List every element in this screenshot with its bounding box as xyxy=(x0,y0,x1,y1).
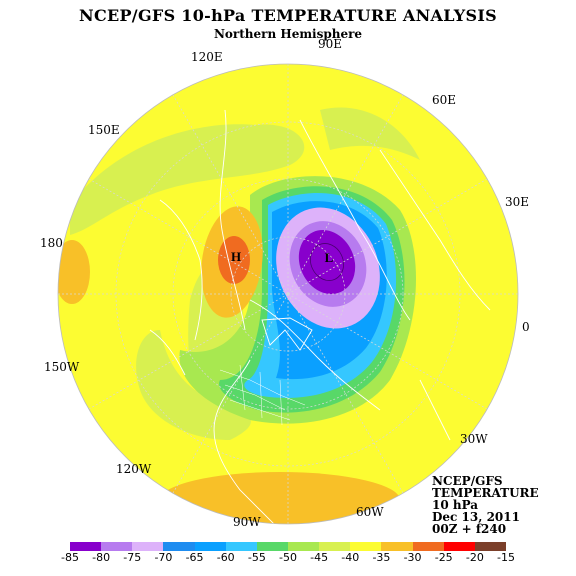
lon-label-30w: 30W xyxy=(460,432,488,446)
colorbar-label: -45 xyxy=(310,551,329,564)
low-center-marker: L xyxy=(325,250,334,265)
colorbar-swatch xyxy=(412,542,445,551)
info-variable: TEMPERATURE xyxy=(432,486,539,500)
coastlines xyxy=(149,109,491,524)
field-lightgreen-ne xyxy=(320,107,420,160)
lon-label-180: 180 xyxy=(40,236,63,250)
high-center-marker: H xyxy=(231,249,241,264)
colorbar-swatch xyxy=(225,542,258,551)
info-date: Dec 13, 2011 xyxy=(432,510,520,524)
colorbar-swatch xyxy=(101,542,133,551)
chart-subtitle: Northern Hemisphere xyxy=(213,27,363,41)
colorbar-label: -55 xyxy=(247,551,266,564)
colorbar-label: -70 xyxy=(154,551,173,564)
colorbar-swatch xyxy=(319,542,351,551)
lon-label-60e: 60E xyxy=(432,93,457,107)
colorbar-swatch xyxy=(443,542,476,551)
colorbar-label: -65 xyxy=(185,551,204,564)
colorbar-label: -20 xyxy=(465,551,484,564)
colorbar-swatch xyxy=(163,542,196,551)
lon-label-150e: 150E xyxy=(88,123,120,137)
colorbar-swatch xyxy=(70,542,102,551)
colorbar-label: -75 xyxy=(123,551,142,564)
lon-label-0: 0 xyxy=(522,320,530,334)
lon-label-120e: 120E xyxy=(191,50,223,64)
map-boundary xyxy=(57,63,519,525)
colorbar-swatch xyxy=(381,542,414,551)
graticule xyxy=(58,64,518,524)
colorbar-label: -25 xyxy=(434,551,453,564)
lon-label-90w: 90W xyxy=(233,515,261,529)
info-model: NCEP/GFS xyxy=(432,474,503,488)
colorbar-swatch xyxy=(350,542,382,551)
lon-label-120w: 120W xyxy=(116,462,152,476)
colorbar-label: -35 xyxy=(372,551,391,564)
colorbar-swatch xyxy=(288,542,320,551)
colorbar-swatch xyxy=(256,542,289,551)
temperature-field xyxy=(58,64,518,524)
colorbar-label: -15 xyxy=(497,551,515,564)
colorbar-label: -30 xyxy=(403,551,422,564)
colorbar-label: -80 xyxy=(92,551,111,564)
field-lightgreen-north xyxy=(70,124,305,235)
field-contour-inner xyxy=(310,243,344,281)
info-level: 10 hPa xyxy=(432,498,479,512)
lon-label-60w: 60W xyxy=(356,505,384,519)
political-boundaries xyxy=(219,364,306,426)
colorbar-swatch xyxy=(474,542,507,551)
colorbar-label: -60 xyxy=(216,551,235,564)
lon-label-150w: 150W xyxy=(44,360,80,374)
colorbar-swatch xyxy=(194,542,227,551)
colorbar-label: -50 xyxy=(279,551,297,564)
info-forecast-hour: 00Z + f240 xyxy=(432,522,507,536)
colorbar-label: -40 xyxy=(341,551,360,564)
colorbar-swatch xyxy=(132,542,164,551)
lon-label-30e: 30E xyxy=(505,195,530,209)
colorbar-label: -85 xyxy=(61,551,79,564)
chart-title: NCEP/GFS 10-hPa TEMPERATURE ANALYSIS xyxy=(79,6,497,25)
info-block: NCEP/GFS TEMPERATURE 10 hPa Dec 13, 2011… xyxy=(432,475,539,535)
field-orange-south xyxy=(160,472,400,524)
field-lightgreen-west xyxy=(136,330,251,440)
lon-label-90e: 90E xyxy=(318,37,343,51)
field-orange-west xyxy=(58,240,90,304)
